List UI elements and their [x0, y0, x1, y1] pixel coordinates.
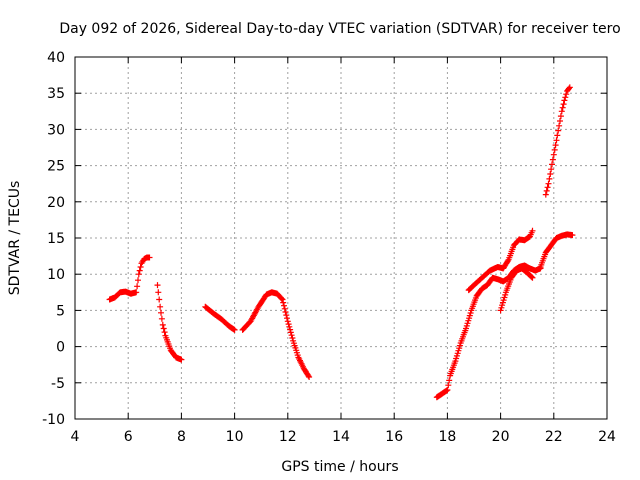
y-tick-label: 10: [47, 267, 65, 283]
y-tick-labels: -10 -5 0 5 10 15 20 25 30 35 40: [42, 50, 65, 428]
plus-markers: [239, 289, 313, 380]
series-segment: [465, 227, 536, 294]
chart-title: Day 092 of 2026, Sidereal Day-to-day VTE…: [59, 21, 620, 37]
plus-markers: [497, 265, 536, 314]
series-segment: [542, 84, 573, 198]
x-tick-label: 22: [545, 429, 563, 445]
y-axis-title: SDTVAR / TECUs: [7, 181, 23, 296]
x-tick-labels: 4 6 8 10 12 14 16 18 20 22 24: [71, 429, 616, 445]
series-segment: [537, 231, 576, 270]
series-segment: [202, 303, 238, 333]
y-tick-label: 20: [47, 195, 65, 211]
plus-markers: [106, 254, 153, 303]
plus-markers: [465, 227, 536, 294]
tick-layer: [74, 56, 608, 420]
x-tick-label: 20: [492, 429, 510, 445]
series-segment: [497, 265, 536, 314]
x-tick-label: 24: [598, 429, 616, 445]
series-sdtvar: [106, 84, 576, 401]
y-tick-label: -10: [42, 412, 65, 428]
plus-markers: [542, 84, 573, 198]
grid-layer: [75, 57, 607, 419]
y-tick-label: -5: [51, 376, 65, 392]
y-tick-label: 30: [47, 122, 65, 138]
y-tick-label: 40: [47, 50, 65, 66]
plus-markers: [433, 262, 544, 401]
x-tick-label: 18: [438, 429, 456, 445]
y-tick-label: 0: [56, 340, 65, 356]
y-tick-label: 35: [47, 86, 65, 102]
series-segment: [239, 289, 313, 380]
series-segment: [106, 254, 153, 303]
x-tick-label: 16: [385, 429, 403, 445]
plus-markers: [202, 303, 238, 333]
x-tick-label: 12: [279, 429, 297, 445]
x-axis-title: GPS time / hours: [281, 459, 398, 475]
plus-markers: [537, 231, 576, 270]
x-tick-label: 6: [124, 429, 133, 445]
y-tick-label: 5: [56, 303, 65, 319]
series-segment: [154, 282, 185, 363]
x-tick-label: 8: [177, 429, 186, 445]
plus-markers: [154, 282, 185, 363]
y-tick-label: 15: [47, 231, 65, 247]
y-tick-label: 25: [47, 159, 65, 175]
x-tick-label: 14: [332, 429, 350, 445]
x-tick-label: 10: [226, 429, 244, 445]
series-segment: [433, 262, 544, 401]
x-tick-label: 4: [71, 429, 80, 445]
